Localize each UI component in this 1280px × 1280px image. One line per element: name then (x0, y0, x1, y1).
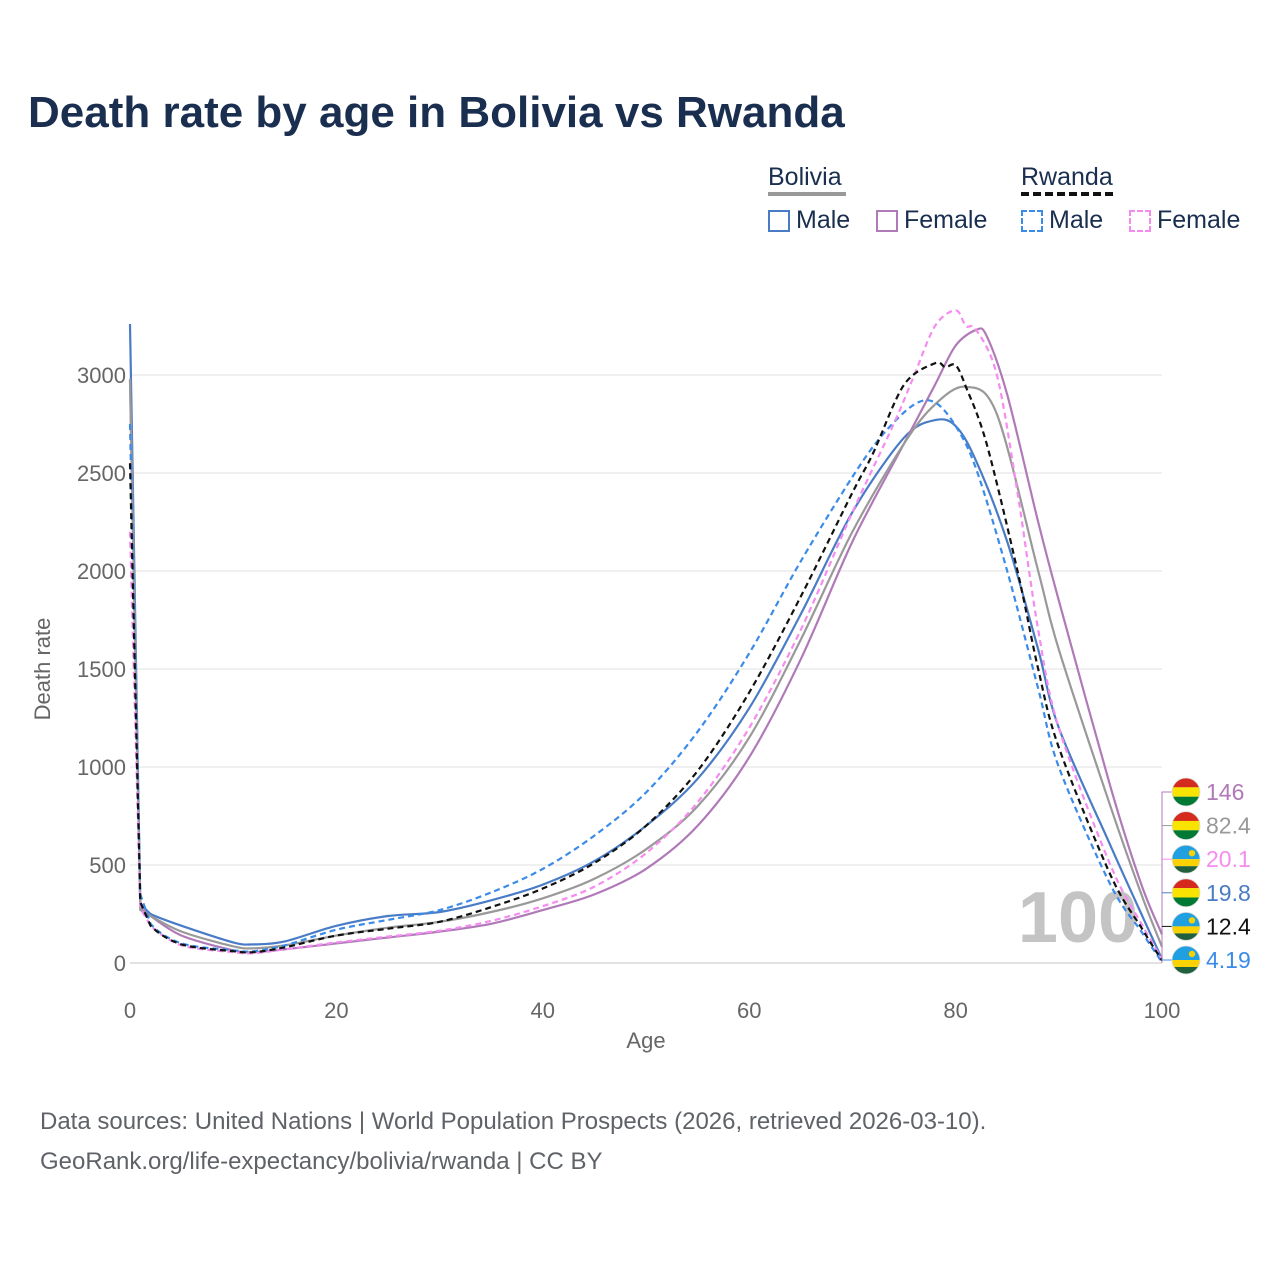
bolivia-flag-icon (1171, 777, 1201, 807)
y-tick-label: 2500 (77, 461, 126, 486)
flag-stripe-green (1172, 796, 1200, 806)
flag-border (1171, 878, 1201, 908)
flag-body (1172, 912, 1200, 941)
flag-sun (1188, 917, 1196, 924)
flag-stripe-red (1172, 811, 1200, 821)
legend-item-rwanda-female[interactable]: Female (1129, 206, 1240, 235)
rwanda-flag-icon (1171, 912, 1201, 941)
flag-border (1171, 945, 1201, 975)
flag-sun (1188, 950, 1196, 958)
flag-body (1172, 946, 1200, 974)
flag-sun (1188, 850, 1196, 857)
y-tick-label: 1000 (77, 755, 126, 780)
series-line-bolivia-female (128, 327, 1164, 954)
y-axis-label: Death rate (30, 618, 55, 721)
rwanda-flag-icon (1171, 844, 1201, 874)
legend-swatch-bolivia-female (876, 209, 898, 232)
x-tick-label: 100 (1144, 998, 1181, 1023)
legend-label-rwanda-male: Male (1049, 206, 1104, 234)
series-line-rwanda-total (128, 361, 1163, 962)
flag-body (1172, 878, 1200, 907)
bolivia-flag-icon (1171, 811, 1201, 840)
x-tick-label: 40 (531, 998, 555, 1023)
legend-item-bolivia-male[interactable]: Male (768, 206, 850, 235)
legend-swatch-rwanda-male (1021, 209, 1043, 232)
series-line-rwanda-female (128, 309, 1163, 960)
series-line-bolivia-male (128, 323, 1163, 960)
legend-swatch-bolivia-male (768, 209, 790, 232)
y-tick-label: 500 (89, 853, 126, 878)
flag-stripe-green (1172, 967, 1200, 974)
y-tick-label: 3000 (77, 363, 126, 388)
legend-item-rwanda-male[interactable]: Male (1021, 206, 1103, 235)
flag-body (1172, 811, 1200, 840)
flag-stripe-yellow (1172, 787, 1200, 797)
end-label-value: 82.4 (1206, 813, 1251, 839)
flag-stripe-red (1172, 878, 1200, 889)
x-tick-label: 0 (124, 998, 136, 1023)
legend-group-bolivia: Bolivia (768, 163, 842, 191)
flag-stripe-green (1172, 897, 1200, 907)
flag-border (1171, 811, 1201, 840)
x-axis-label: Age (626, 1028, 665, 1053)
x-tick-label: 80 (943, 998, 967, 1023)
y-tick-label: 2000 (77, 559, 126, 584)
flag-stripe-blue (1172, 912, 1200, 927)
legend-group-rwanda: Rwanda (1021, 163, 1113, 191)
flag-stripe-green (1172, 933, 1200, 941)
x-tick-label: 60 (737, 998, 761, 1023)
flag-stripe-yellow (1172, 926, 1200, 934)
flag-stripe-yellow (1172, 859, 1200, 867)
chart-title: Death rate by age in Bolivia vs Rwanda (28, 88, 845, 137)
rwanda-flag-icon (1171, 945, 1201, 975)
end-label-value: 20.1 (1206, 846, 1251, 872)
end-connector (1161, 791, 1172, 963)
flag-stripe-blue (1172, 946, 1200, 960)
watermark-age: 100 (1018, 878, 1138, 958)
footer-link[interactable]: GeoRank.org/life-expectancy/bolivia/rwan… (40, 1148, 603, 1175)
legend-label-rwanda-female: Female (1157, 206, 1241, 234)
end-label-value: 19.8 (1206, 880, 1251, 906)
flag-border (1171, 777, 1201, 807)
legend-label-bolivia-male: Male (796, 206, 851, 234)
flag-border (1171, 844, 1201, 874)
series-line-bolivia-total (128, 378, 1164, 950)
footer-sources: Data sources: United Nations | World Pop… (40, 1108, 987, 1135)
bolivia-flag-icon (1171, 878, 1201, 908)
end-label-value: 4.19 (1206, 947, 1251, 973)
end-label-value: 12.4 (1206, 913, 1251, 939)
flag-stripe-green (1172, 866, 1200, 874)
flag-stripe-yellow (1172, 820, 1200, 831)
flag-body (1172, 778, 1200, 806)
flag-border (1171, 912, 1201, 941)
legend-line-rwanda (1021, 192, 1113, 196)
end-label-value: 146 (1206, 779, 1244, 805)
legend-item-bolivia-female[interactable]: Female (876, 206, 987, 235)
legend-label-bolivia-female: Female (904, 206, 988, 234)
flag-stripe-green (1172, 830, 1200, 840)
flag-stripe-yellow (1172, 960, 1200, 967)
flag-stripe-blue (1172, 845, 1200, 860)
y-tick-label: 0 (114, 951, 126, 976)
flag-body (1172, 845, 1200, 874)
flag-stripe-red (1172, 778, 1200, 788)
legend-swatch-rwanda-female (1129, 209, 1151, 232)
legend-line-bolivia (768, 192, 846, 196)
x-tick-label: 20 (324, 998, 348, 1023)
flag-stripe-yellow (1172, 888, 1200, 898)
y-tick-label: 1500 (77, 657, 126, 682)
series-line-rwanda-male (128, 399, 1163, 963)
